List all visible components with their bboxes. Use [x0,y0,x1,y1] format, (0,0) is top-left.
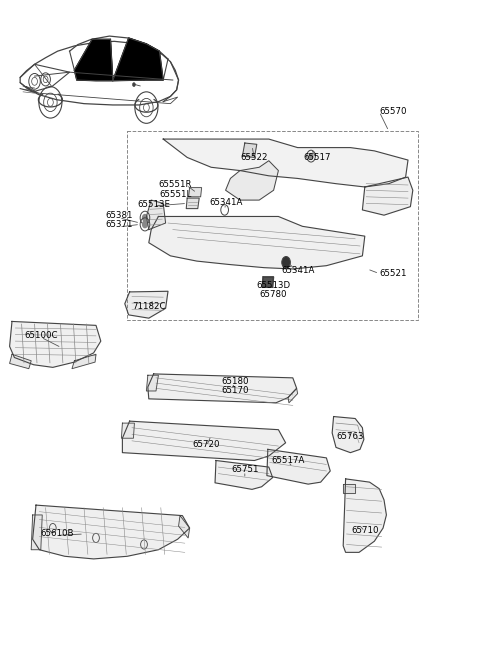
Text: 65513D: 65513D [256,281,291,290]
Text: 65170: 65170 [221,386,249,396]
Polygon shape [122,421,286,461]
Polygon shape [186,198,199,209]
Text: 65517: 65517 [303,153,331,162]
Text: 65521: 65521 [379,269,407,278]
Polygon shape [242,143,257,157]
Text: 65551L: 65551L [159,190,192,199]
Polygon shape [33,505,190,559]
Polygon shape [121,423,134,438]
Polygon shape [74,39,113,81]
Polygon shape [125,291,168,318]
Text: 65341A: 65341A [209,197,242,207]
Polygon shape [146,375,158,391]
Polygon shape [362,177,413,215]
Text: 65522: 65522 [240,153,268,162]
Text: 65180: 65180 [221,377,249,386]
Polygon shape [288,388,298,403]
Text: 71182C: 71182C [132,302,166,311]
Polygon shape [163,139,408,187]
Polygon shape [215,461,273,489]
Text: 65551R: 65551R [158,180,192,190]
Polygon shape [146,200,166,230]
Circle shape [143,215,147,221]
Polygon shape [31,515,42,550]
Text: 65570: 65570 [379,107,407,116]
Polygon shape [226,161,278,200]
Text: 65381: 65381 [105,211,133,220]
Polygon shape [113,38,163,81]
Circle shape [282,256,290,268]
Text: 65763: 65763 [336,432,364,441]
Text: 65610B: 65610B [41,529,74,539]
Polygon shape [332,417,364,453]
Text: 65341A: 65341A [281,266,314,276]
Text: 65517A: 65517A [271,456,305,465]
Polygon shape [10,354,31,369]
Polygon shape [262,277,274,287]
Text: 65513E: 65513E [137,200,170,209]
Text: 65710: 65710 [351,525,379,535]
Polygon shape [148,374,297,403]
Polygon shape [10,321,101,367]
Text: 65100C: 65100C [24,331,58,340]
Text: 65371: 65371 [105,220,133,229]
Polygon shape [267,449,330,484]
Polygon shape [149,216,365,269]
Circle shape [309,154,313,159]
Text: 65751: 65751 [231,465,259,474]
Polygon shape [343,484,355,493]
Polygon shape [343,479,386,552]
Text: 65720: 65720 [192,440,220,449]
Circle shape [132,83,135,87]
Circle shape [143,221,147,228]
Polygon shape [179,516,190,538]
Text: 65780: 65780 [260,290,288,299]
Polygon shape [189,188,202,197]
Polygon shape [72,354,96,369]
